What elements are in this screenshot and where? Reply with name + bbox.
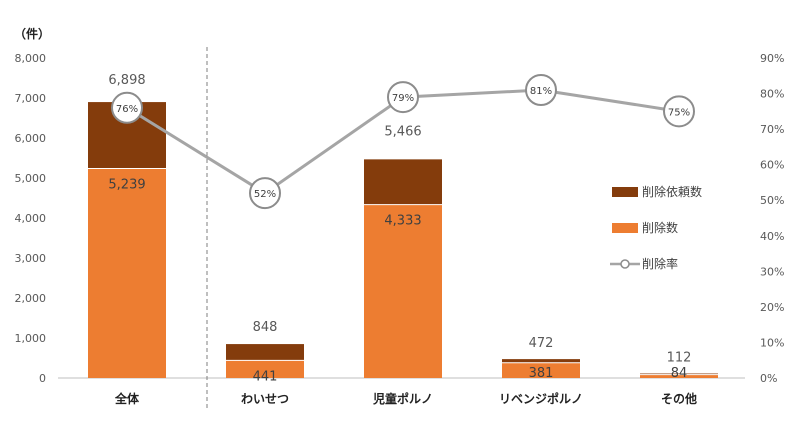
left-tick-label: 4,000 bbox=[15, 212, 47, 225]
rate-marker bbox=[525, 74, 557, 106]
legend-swatch-rate-marker bbox=[620, 259, 630, 269]
right-tick-label: 40% bbox=[760, 230, 784, 243]
rate-marker bbox=[663, 95, 695, 128]
rate-marker bbox=[249, 177, 281, 210]
category-label: わいせつ bbox=[241, 392, 289, 406]
legend-label-rate: 削除率 bbox=[642, 256, 678, 271]
rate-value-label: 76% bbox=[116, 104, 138, 115]
removal-value-label: 381 bbox=[529, 366, 554, 381]
legend-label-removed: 削除数 bbox=[642, 220, 678, 235]
left-tick-label: 8,000 bbox=[15, 52, 47, 65]
category-label: 全体 bbox=[114, 391, 140, 406]
left-tick-label: 3,000 bbox=[15, 252, 47, 265]
bar-request-remainder bbox=[226, 344, 304, 361]
right-tick-label: 0% bbox=[760, 372, 777, 385]
rate-line-series: 76% 52% 79% 81% 75% bbox=[111, 74, 695, 210]
removal-value-label: 441 bbox=[253, 369, 278, 384]
category-labels: 全体 わいせつ 児童ポルノ リベンジポルノ その他 bbox=[114, 391, 697, 406]
right-tick-label: 80% bbox=[760, 88, 784, 101]
rate-value-label: 81% bbox=[530, 86, 552, 97]
bar-request-remainder bbox=[364, 159, 442, 205]
bar-removed bbox=[502, 362, 580, 378]
category-label: 児童ポルノ bbox=[372, 391, 433, 406]
bar-removed bbox=[364, 204, 442, 378]
left-axis-unit-label: （件） bbox=[14, 26, 50, 41]
removal-value-label: 84 bbox=[671, 366, 688, 381]
left-tick-label: 6,000 bbox=[15, 132, 47, 145]
bar-request-remainder bbox=[502, 359, 580, 363]
right-axis-ticks: 0% 10% 20% 30% 40% 50% 60% 70% 80% 90% bbox=[760, 52, 784, 385]
removal-value-label: 5,239 bbox=[108, 177, 145, 192]
rate-value-label: 79% bbox=[392, 93, 414, 104]
bar-removed bbox=[88, 168, 166, 378]
rate-marker bbox=[111, 91, 143, 124]
right-tick-label: 30% bbox=[760, 265, 784, 278]
left-tick-label: 1,000 bbox=[15, 332, 47, 345]
right-tick-label: 50% bbox=[760, 194, 784, 207]
rate-marker bbox=[387, 81, 419, 114]
bar-removed bbox=[640, 374, 718, 378]
rate-value-label: 52% bbox=[254, 189, 276, 200]
bars bbox=[88, 102, 718, 378]
bar-removed bbox=[226, 360, 304, 378]
right-tick-label: 20% bbox=[760, 301, 784, 314]
request-value-label: 6,898 bbox=[108, 73, 145, 88]
legend-swatch-removed bbox=[612, 223, 638, 233]
right-tick-label: 70% bbox=[760, 123, 784, 136]
bar-request-remainder bbox=[640, 373, 718, 375]
legend-swatch-requests bbox=[612, 187, 638, 197]
left-tick-label: 7,000 bbox=[15, 92, 47, 105]
left-axis-ticks: 0 1,000 2,000 3,000 4,000 5,000 6,000 7,000 8,00… bbox=[15, 52, 47, 385]
right-tick-label: 90% bbox=[760, 52, 784, 65]
left-tick-label: 0 bbox=[39, 372, 46, 385]
request-value-label: 472 bbox=[529, 336, 554, 351]
request-value-label: 5,466 bbox=[384, 124, 421, 139]
left-tick-label: 5,000 bbox=[15, 172, 47, 185]
removal-value-label: 4,333 bbox=[384, 214, 421, 229]
request-value-label: 112 bbox=[667, 351, 692, 366]
request-value-label: 848 bbox=[253, 320, 278, 335]
right-tick-label: 10% bbox=[760, 336, 784, 349]
rate-value-label: 75% bbox=[668, 107, 690, 118]
category-label: リベンジポルノ bbox=[499, 391, 583, 406]
right-tick-label: 60% bbox=[760, 159, 784, 172]
category-label: その他 bbox=[661, 391, 697, 406]
legend-label-requests: 削除依頼数 bbox=[642, 184, 702, 199]
left-tick-label: 2,000 bbox=[15, 292, 47, 305]
